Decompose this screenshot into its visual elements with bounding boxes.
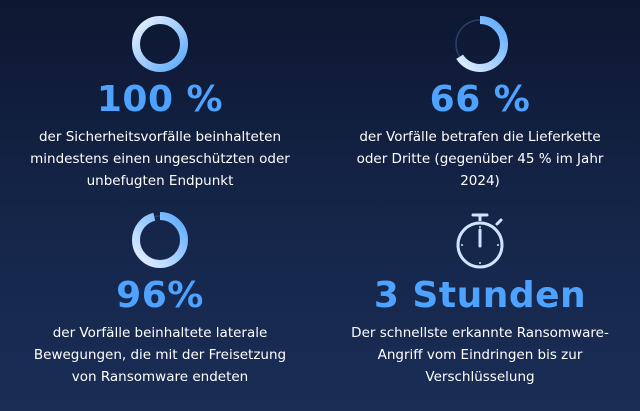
stat-description: der Vorfälle beinhaltete laterale Bewegu… [33, 325, 287, 385]
ring-progress-icon [132, 16, 188, 72]
stat-card-endpoints: 100 % der Sicherheitsvorfälle beinhaltet… [0, 12, 320, 192]
stat-card-ransomware-time: 3 Stunden Der schnellste erkannte Ransom… [320, 208, 640, 388]
stat-card-supply-chain: 66 % der Vorfälle betrafen die Lieferket… [320, 12, 640, 192]
stat-value: 66 % [429, 79, 531, 120]
stopwatch-icon [456, 213, 504, 269]
ring-progress-icon [132, 212, 188, 268]
stat-value: 3 Stunden [373, 275, 587, 316]
stat-value: 96% [116, 275, 204, 316]
stat-description: der Vorfälle betrafen die Lieferkette od… [356, 129, 604, 189]
stat-description: Der schnellste erkannte Ransomware- Angr… [351, 325, 609, 385]
stat-card-lateral-movement: 96% der Vorfälle beinhaltete laterale Be… [0, 208, 320, 388]
stat-value: 100 % [96, 79, 224, 120]
ring-progress-icon [452, 16, 508, 72]
stat-description: der Sicherheitsvorfälle beinhalteten min… [30, 129, 290, 189]
